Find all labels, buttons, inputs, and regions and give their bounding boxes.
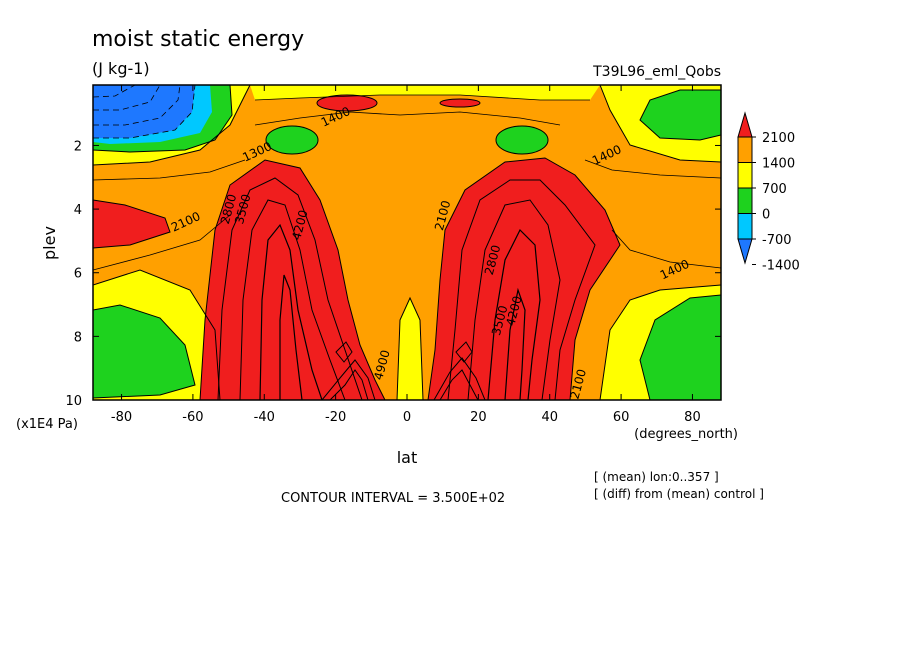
x-axis: -80 -60 -40 -20 0 20 40 60 80 [111,85,701,425]
colorbar-label: 700 [762,182,787,197]
y-tick-label: 4 [74,203,82,218]
note-diff: [ (diff) from (mean) control ] [594,487,764,501]
colorbar-swatch [737,213,753,240]
colorbar-swatch [737,136,753,163]
chart-units: (J kg-1) [92,59,150,78]
x-axis-label: lat [397,448,418,467]
experiment-label: T39L96_eml_Qobs [592,64,721,80]
y-tick-label: 2 [74,139,82,154]
x-tick-label: 40 [541,410,558,425]
x-tick-label: -60 [182,410,203,425]
fill-yellow-eq [397,298,423,400]
x-axis-units: (degrees_north) [634,427,738,442]
y-tick-label: 8 [74,330,82,345]
y-tick-label: 10 [65,394,82,409]
x-tick-label: 0 [403,410,411,425]
fill-green-sw [93,305,195,398]
fill-red-sh-lat [93,200,170,248]
note-mean: [ (mean) lon:0..357 ] [594,470,719,484]
x-tick-label: -40 [254,410,275,425]
x-tick-label: -80 [111,410,132,425]
fill-red-top-nh [440,99,480,107]
x-tick-label: 80 [684,410,701,425]
fill-red-sh [200,160,385,400]
contour-interval: CONTOUR INTERVAL = 3.500E+02 [281,491,505,506]
colorbar-label: -700 [762,233,792,248]
fill-green-cell-nh [496,126,548,154]
y-axis: 2 4 6 8 10 [65,139,721,409]
colorbar-label: 2100 [762,131,795,146]
colorbar-arrow-bottom [737,238,753,265]
y-axis-units: (x1E4 Pa) [16,417,78,432]
fill-green-cell-sh [266,126,318,154]
fill-green-se [640,295,721,400]
chart-title: moist static energy [92,27,304,52]
contour-lines [93,85,721,400]
y-tick-label: 6 [74,267,82,282]
x-tick-label: -20 [325,410,346,425]
colorbar-label: 0 [762,208,770,223]
x-tick-label: 60 [613,410,630,425]
colorbar-swatch [737,187,753,214]
colorbar-swatch [737,162,753,189]
colorbar-arrow-top [737,111,753,138]
fill-green-ne [640,90,721,140]
y-axis-label: plev [40,226,59,260]
colorbar: 2100 1400 700 0 -700 -1400 [737,111,800,274]
colorbar-label: -1400 [762,259,800,274]
x-tick-label: 20 [470,410,487,425]
colorbar-label: 1400 [762,157,795,172]
fill-red-top-sh [317,95,377,111]
fill-red-nh [428,158,620,400]
